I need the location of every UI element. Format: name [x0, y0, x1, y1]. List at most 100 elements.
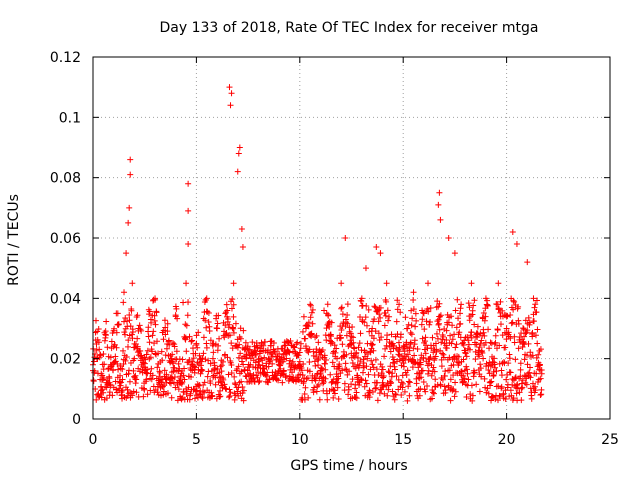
data-point [365, 371, 372, 378]
data-point [205, 318, 212, 325]
data-point [387, 363, 394, 370]
data-point [401, 388, 408, 395]
data-point [439, 350, 446, 357]
data-point [225, 371, 232, 378]
data-point [533, 309, 540, 316]
data-point [319, 365, 326, 372]
data-point [406, 347, 413, 354]
data-point [303, 325, 310, 332]
data-point [534, 340, 541, 347]
data-point [492, 339, 499, 346]
data-point [314, 383, 321, 390]
data-point [239, 383, 246, 390]
data-point [474, 331, 481, 338]
data-point [518, 385, 525, 392]
data-point [175, 386, 182, 393]
data-point [230, 329, 237, 336]
data-point [302, 335, 309, 342]
data-point [431, 368, 438, 375]
data-point [256, 377, 263, 384]
data-point [524, 327, 531, 334]
data-point [487, 379, 494, 386]
data-point [302, 384, 309, 391]
data-point [107, 354, 114, 361]
data-point [437, 312, 444, 319]
data-point [126, 204, 133, 211]
data-point [529, 380, 536, 387]
data-point [482, 313, 489, 320]
data-point [341, 380, 348, 387]
data-point [515, 303, 522, 310]
data-point [181, 365, 188, 372]
data-point [147, 387, 154, 394]
data-point [379, 379, 386, 386]
data-point [509, 228, 516, 235]
data-point [470, 302, 477, 309]
data-point [126, 378, 133, 385]
data-point [400, 363, 407, 370]
data-point [145, 333, 152, 340]
data-point [454, 296, 461, 303]
data-point [217, 393, 224, 400]
data-point [183, 322, 190, 329]
data-point [494, 326, 501, 333]
data-point [354, 361, 361, 368]
data-point [124, 386, 131, 393]
data-point [298, 367, 305, 374]
data-point [160, 336, 167, 343]
data-point [441, 340, 448, 347]
data-point [185, 180, 192, 187]
data-point [427, 318, 434, 325]
data-point [224, 316, 231, 323]
data-point [473, 381, 480, 388]
data-point [469, 392, 476, 399]
data-point [395, 351, 402, 358]
data-point [416, 370, 423, 377]
data-point [480, 310, 487, 317]
data-point [521, 372, 528, 379]
data-point [498, 383, 505, 390]
data-point [523, 381, 530, 388]
data-point [227, 102, 234, 109]
data-point [196, 391, 203, 398]
data-point [511, 298, 518, 305]
data-point [130, 367, 137, 374]
data-point [417, 385, 424, 392]
data-point [234, 365, 241, 372]
data-point [299, 371, 306, 378]
data-point [270, 340, 277, 347]
data-point [312, 334, 319, 341]
data-point [156, 373, 163, 380]
data-point [232, 381, 239, 388]
data-point [129, 392, 136, 399]
data-point [445, 382, 452, 389]
data-point [199, 355, 206, 362]
data-point [429, 389, 436, 396]
data-point [381, 322, 388, 329]
data-point [170, 379, 177, 386]
data-point [374, 379, 381, 386]
data-point [323, 310, 330, 317]
data-point [306, 368, 313, 375]
data-point [513, 241, 520, 248]
data-point [338, 280, 345, 287]
data-point [479, 349, 486, 356]
data-point [202, 356, 209, 363]
data-point [203, 344, 210, 351]
data-point [214, 325, 221, 332]
data-point [478, 373, 485, 380]
data-point [463, 363, 470, 370]
data-point [375, 318, 382, 325]
data-point [335, 396, 342, 403]
data-point [408, 331, 415, 338]
data-point [315, 362, 322, 369]
data-point [226, 386, 233, 393]
data-point [324, 301, 331, 308]
y-tick-label: 0 [72, 412, 81, 428]
data-point [520, 325, 527, 332]
data-point [230, 280, 237, 287]
data-point [397, 309, 404, 316]
data-point [477, 365, 484, 372]
data-point [517, 360, 524, 367]
data-point [358, 295, 365, 302]
